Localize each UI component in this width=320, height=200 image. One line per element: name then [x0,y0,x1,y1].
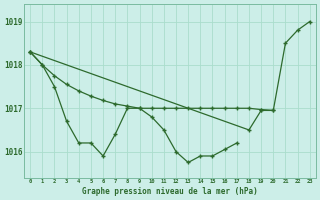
X-axis label: Graphe pression niveau de la mer (hPa): Graphe pression niveau de la mer (hPa) [82,187,258,196]
